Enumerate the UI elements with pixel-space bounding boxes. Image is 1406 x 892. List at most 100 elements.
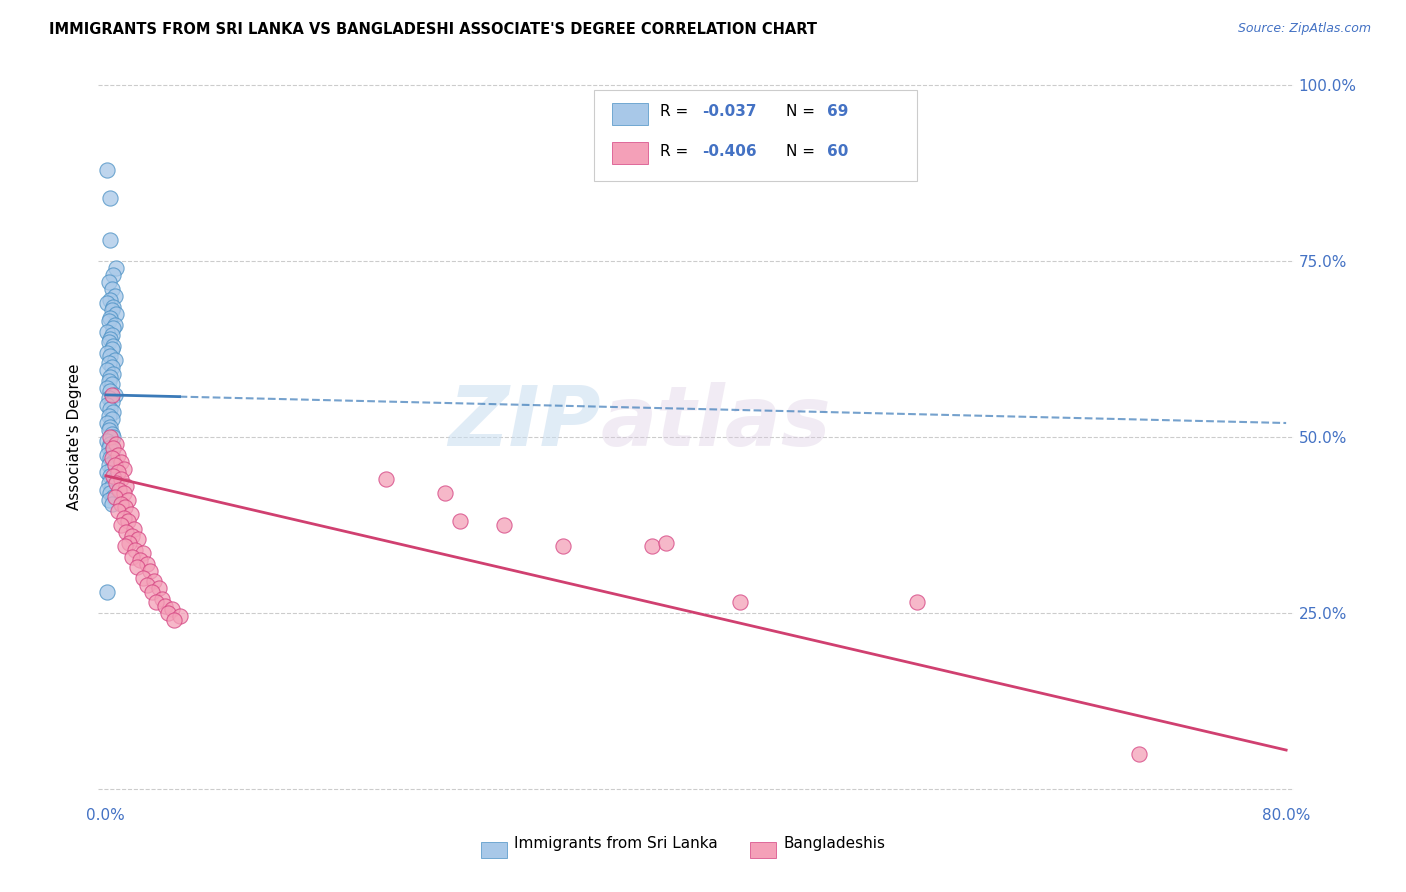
- Text: Bangladeshis: Bangladeshis: [783, 836, 886, 851]
- Point: [98, 451, 121, 466]
- Point: [96, 584, 118, 599]
- Point: [655, 535, 678, 549]
- Point: [104, 472, 127, 486]
- Point: [104, 388, 127, 402]
- Point: [96, 399, 118, 413]
- Point: [100, 426, 122, 441]
- Point: [105, 307, 128, 321]
- Point: [96, 448, 118, 462]
- Point: [101, 405, 124, 419]
- Point: [115, 479, 138, 493]
- Point: [97, 335, 120, 350]
- Point: [105, 261, 128, 276]
- Point: [97, 423, 120, 437]
- Point: [100, 444, 122, 458]
- Point: [1128, 747, 1150, 761]
- Text: -0.037: -0.037: [702, 104, 756, 120]
- Point: [100, 328, 122, 343]
- Point: [136, 557, 159, 571]
- Text: 69: 69: [827, 104, 849, 120]
- Point: [434, 486, 457, 500]
- Point: [101, 321, 124, 335]
- Point: [98, 191, 121, 205]
- FancyBboxPatch shape: [749, 841, 776, 858]
- Point: [160, 602, 183, 616]
- Point: [150, 591, 173, 606]
- Text: IMMIGRANTS FROM SRI LANKA VS BANGLADESHI ASSOCIATE'S DEGREE CORRELATION CHART: IMMIGRANTS FROM SRI LANKA VS BANGLADESHI…: [49, 22, 817, 37]
- Text: Immigrants from Sri Lanka: Immigrants from Sri Lanka: [515, 836, 718, 851]
- Point: [96, 296, 118, 310]
- Point: [107, 465, 129, 479]
- Point: [101, 441, 124, 455]
- Point: [98, 349, 121, 363]
- Point: [96, 434, 118, 448]
- Point: [101, 455, 124, 469]
- Y-axis label: Associate's Degree: Associate's Degree: [67, 364, 83, 510]
- Point: [104, 490, 127, 504]
- Point: [100, 479, 122, 493]
- Point: [115, 524, 138, 539]
- Point: [143, 574, 166, 589]
- Point: [96, 325, 118, 339]
- Point: [98, 332, 121, 346]
- Point: [101, 268, 124, 283]
- Point: [97, 458, 120, 473]
- FancyBboxPatch shape: [613, 143, 648, 164]
- Point: [100, 359, 122, 374]
- Point: [97, 356, 120, 370]
- Point: [114, 539, 136, 553]
- Point: [104, 352, 127, 367]
- Point: [110, 472, 132, 486]
- Point: [148, 582, 170, 596]
- Point: [97, 374, 120, 388]
- Point: [98, 468, 121, 483]
- Point: [97, 441, 120, 455]
- Point: [100, 461, 122, 475]
- Point: [97, 314, 120, 328]
- Point: [121, 528, 143, 542]
- Point: [98, 370, 121, 384]
- Point: [139, 564, 162, 578]
- Point: [121, 549, 143, 564]
- Point: [101, 490, 124, 504]
- Point: [97, 493, 120, 508]
- Point: [100, 282, 122, 296]
- Point: [494, 518, 516, 533]
- Point: [105, 475, 128, 490]
- Point: [104, 458, 127, 473]
- Point: [101, 300, 124, 314]
- Point: [100, 342, 122, 356]
- Point: [101, 367, 124, 381]
- Point: [97, 276, 120, 290]
- Text: Source: ZipAtlas.com: Source: ZipAtlas.com: [1237, 22, 1371, 36]
- Point: [96, 465, 118, 479]
- Point: [905, 595, 928, 609]
- Point: [110, 497, 132, 511]
- Point: [100, 412, 122, 426]
- FancyBboxPatch shape: [595, 90, 917, 181]
- Point: [128, 553, 150, 567]
- Point: [107, 504, 129, 518]
- Point: [100, 388, 122, 402]
- Text: atlas: atlas: [600, 382, 831, 463]
- Point: [96, 381, 118, 395]
- Point: [114, 500, 136, 515]
- Point: [104, 289, 127, 303]
- Point: [127, 532, 149, 546]
- Point: [98, 310, 121, 325]
- Text: -0.406: -0.406: [702, 144, 756, 159]
- Point: [98, 486, 121, 500]
- Point: [96, 363, 118, 377]
- Point: [101, 339, 124, 353]
- Point: [100, 395, 122, 409]
- Point: [96, 416, 118, 430]
- Point: [153, 599, 176, 613]
- Point: [107, 448, 129, 462]
- Point: [125, 560, 148, 574]
- Point: [728, 595, 751, 609]
- Point: [98, 293, 121, 307]
- Point: [553, 539, 575, 553]
- Point: [98, 384, 121, 399]
- Point: [136, 578, 159, 592]
- Point: [120, 508, 142, 522]
